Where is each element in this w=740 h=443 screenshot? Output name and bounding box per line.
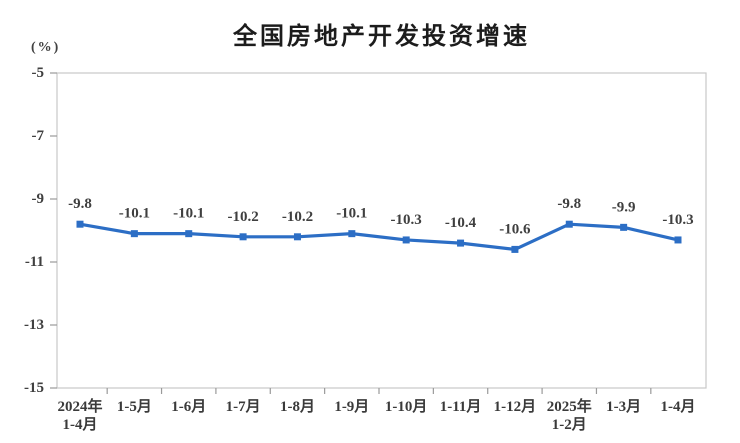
data-label: -10.4 [445,215,477,231]
y-axis-label: -9 [32,191,45,207]
x-axis-label: 1-8月 [280,398,315,415]
data-label: -10.2 [282,209,313,225]
y-axis-label: -15 [24,380,44,396]
data-point-marker [674,236,682,244]
x-axis-label: 1-10月 [385,398,428,415]
chart-title: 全国房地产开发投资增速 [233,23,530,50]
x-axis-label: 1-3月 [606,398,641,415]
data-point-marker [348,230,356,238]
data-label: -10.1 [119,206,150,222]
data-label: -9.8 [68,196,92,212]
data-label: -10.2 [227,209,258,225]
data-label: -9.8 [557,196,581,212]
x-axis-label: 1-11月 [440,398,482,415]
data-label: -10.6 [499,221,531,237]
y-axis-label: -13 [24,317,44,333]
data-point-marker [511,245,519,253]
y-axis-label: -11 [25,254,44,270]
data-point-marker [130,230,138,238]
x-axis-label: 2025年 1-2月 [547,397,592,433]
y-axis-label: -7 [32,128,45,144]
data-point-marker [293,233,301,241]
data-point-marker [185,230,193,238]
x-axis-label: 1-9月 [334,398,369,415]
data-point-marker [620,223,628,231]
data-label: -9.9 [612,199,636,215]
y-axis-label: -5 [32,65,45,81]
data-label: -10.1 [336,206,367,222]
x-axis-label: 1-4月 [661,398,696,415]
data-point-marker [76,220,84,228]
data-label: -10.3 [662,212,693,228]
plot-border [56,72,707,389]
data-label: -10.1 [173,206,204,222]
x-axis-label: 1-12月 [494,398,537,415]
data-point-marker [565,220,573,228]
data-point-marker [239,233,247,241]
y-axis-unit-label: (%) [31,40,61,55]
data-label: -10.3 [391,212,422,228]
x-axis-label: 1-6月 [171,398,206,415]
x-axis-label: 1-7月 [226,398,261,415]
data-point-marker [457,239,465,247]
data-point-marker [402,236,410,244]
series-line [78,222,680,251]
x-axis-label: 2024年 1-4月 [57,397,102,433]
x-axis-label: 1-5月 [117,398,152,415]
